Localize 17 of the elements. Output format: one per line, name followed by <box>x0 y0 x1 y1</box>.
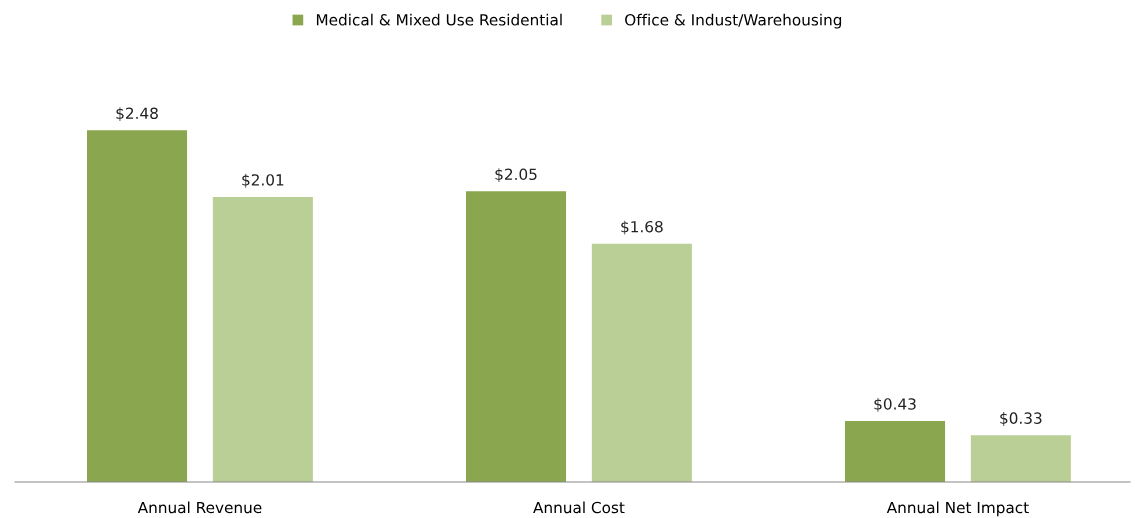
x-tick-label: Annual Net Impact <box>886 501 1029 517</box>
bar <box>591 243 692 482</box>
data-label: $1.68 <box>621 220 663 235</box>
data-label: $0.43 <box>874 397 916 412</box>
x-tick-label: Annual Revenue <box>137 501 262 514</box>
legend-label: Office & Indust/Warehousing <box>625 13 842 29</box>
bar <box>466 191 567 482</box>
data-label: $0.33 <box>1000 412 1042 426</box>
data-label: $2.05 <box>495 168 537 183</box>
data-label: $2.01 <box>242 173 284 188</box>
bar <box>845 421 946 482</box>
bar <box>212 196 313 482</box>
legend-label: Medical & Mixed Use Residential <box>316 13 562 26</box>
data-label: $2.48 <box>116 107 158 122</box>
bar <box>87 130 188 482</box>
x-tick-label: Annual Cost <box>533 501 625 514</box>
bar <box>970 435 1071 482</box>
